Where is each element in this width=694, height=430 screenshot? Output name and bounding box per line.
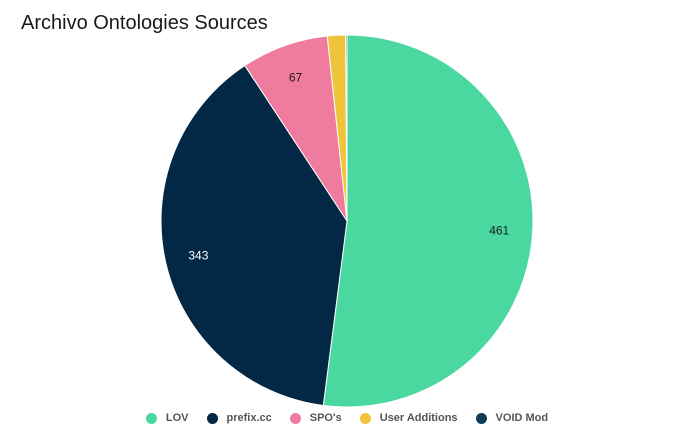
legend-item-user-additions[interactable]: User Additions: [359, 412, 458, 424]
pie-slices: [160, 34, 534, 408]
legend-swatch: [359, 412, 371, 424]
legend-label: User Additions: [379, 412, 458, 424]
chart-title: Archivo Ontologies Sources: [21, 12, 268, 34]
legend: LOV prefix.cc SPO's User Additions VOID Mod: [0, 412, 694, 424]
legend-item-void-mod[interactable]: VOID Mod: [475, 412, 549, 424]
data-label-prefix-cc: 343: [188, 248, 208, 262]
legend-label: LOV: [165, 412, 189, 424]
pie-slice-lov: [322, 34, 534, 408]
legend-item-prefix-cc[interactable]: prefix.cc: [206, 412, 272, 424]
legend-swatch: [206, 412, 218, 424]
legend-label: prefix.cc: [226, 412, 272, 424]
legend-item-lov[interactable]: LOV: [145, 412, 189, 424]
legend-swatch: [145, 412, 157, 424]
data-label-spo-s: 67: [289, 70, 303, 84]
legend-swatch: [475, 412, 487, 424]
legend-item-spo-s[interactable]: SPO's: [289, 412, 342, 424]
legend-swatch: [289, 412, 301, 424]
pie-data-labels: 461 343 67: [188, 70, 509, 262]
data-label-lov: 461: [489, 224, 509, 238]
legend-label: VOID Mod: [495, 412, 549, 424]
legend-label: SPO's: [309, 412, 342, 424]
pie-slice-void-mod: [345, 34, 348, 222]
